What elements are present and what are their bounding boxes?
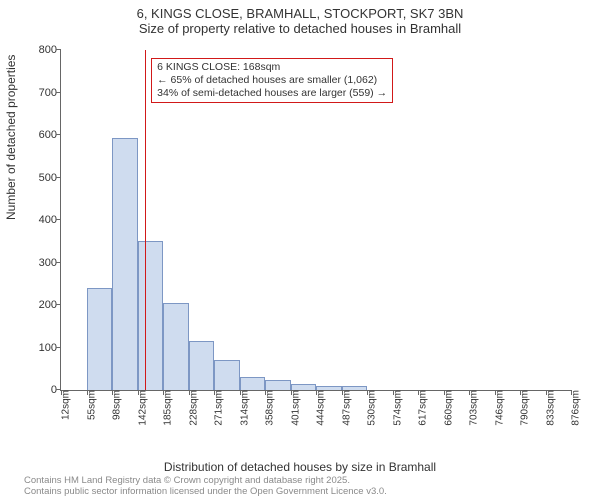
histogram-bar: [342, 386, 368, 390]
x-tick-label: 487sqm: [339, 390, 352, 426]
footnote-line-2: Contains public sector information licen…: [24, 487, 387, 498]
footnote: Contains HM Land Registry data © Crown c…: [24, 476, 387, 498]
x-tick-label: 574sqm: [390, 390, 403, 426]
histogram-bar: [240, 377, 266, 390]
x-tick-label: 833sqm: [543, 390, 556, 426]
callout-line: 6 KINGS CLOSE: 168sqm: [157, 61, 387, 74]
y-tick-label: 300: [23, 257, 61, 269]
y-tick-mark: [56, 347, 61, 348]
x-tick-label: 142sqm: [135, 390, 148, 426]
y-tick-label: 700: [23, 87, 61, 99]
x-tick-label: 401sqm: [288, 390, 301, 426]
y-tick-mark: [56, 262, 61, 263]
marker-line: [145, 50, 146, 390]
histogram-bar: [87, 288, 113, 390]
x-tick-label: 185sqm: [161, 390, 174, 426]
x-tick-label: 228sqm: [186, 390, 199, 426]
y-tick-mark: [56, 177, 61, 178]
y-tick-mark: [56, 219, 61, 220]
x-tick-label: 530sqm: [365, 390, 378, 426]
y-tick-label: 400: [23, 214, 61, 226]
x-tick-label: 314sqm: [237, 390, 250, 426]
y-tick-mark: [56, 304, 61, 305]
x-tick-label: 358sqm: [263, 390, 276, 426]
histogram-bar: [265, 380, 291, 390]
chart-container: 6, KINGS CLOSE, BRAMHALL, STOCKPORT, SK7…: [0, 0, 600, 500]
marker-callout: 6 KINGS CLOSE: 168sqm← 65% of detached h…: [151, 58, 393, 103]
histogram-bar: [291, 384, 317, 390]
y-tick-mark: [56, 134, 61, 135]
histogram-bar: [214, 360, 240, 390]
x-tick-label: 703sqm: [467, 390, 480, 426]
x-tick-label: 746sqm: [492, 390, 505, 426]
x-tick-label: 12sqm: [59, 390, 72, 420]
x-tick-label: 790sqm: [518, 390, 531, 426]
histogram-bar: [112, 138, 138, 390]
x-tick-label: 444sqm: [314, 390, 327, 426]
histogram-bar: [138, 241, 164, 390]
x-tick-label: 98sqm: [110, 390, 123, 420]
x-axis-label: Distribution of detached houses by size …: [0, 460, 600, 474]
y-tick-label: 600: [23, 129, 61, 141]
y-tick-label: 0: [23, 384, 61, 396]
histogram-bar: [316, 386, 342, 390]
y-tick-mark: [56, 49, 61, 50]
x-tick-label: 617sqm: [416, 390, 429, 426]
histogram-bar: [189, 341, 215, 390]
plot-area: 010020030040050060070080012sqm55sqm98sqm…: [60, 50, 571, 391]
callout-line: 34% of semi-detached houses are larger (…: [157, 87, 387, 100]
chart-title-address: 6, KINGS CLOSE, BRAMHALL, STOCKPORT, SK7…: [0, 0, 600, 21]
y-tick-label: 800: [23, 44, 61, 56]
y-tick-mark: [56, 92, 61, 93]
x-tick-label: 55sqm: [84, 390, 97, 420]
chart-subtitle: Size of property relative to detached ho…: [0, 21, 600, 36]
callout-line: ← 65% of detached houses are smaller (1,…: [157, 74, 387, 87]
y-tick-label: 100: [23, 342, 61, 354]
y-tick-label: 500: [23, 172, 61, 184]
x-tick-label: 876sqm: [569, 390, 582, 426]
x-tick-label: 271sqm: [212, 390, 225, 426]
x-tick-label: 660sqm: [441, 390, 454, 426]
y-axis-label: Number of detached properties: [4, 55, 18, 220]
y-tick-label: 200: [23, 299, 61, 311]
histogram-bar: [163, 303, 189, 390]
